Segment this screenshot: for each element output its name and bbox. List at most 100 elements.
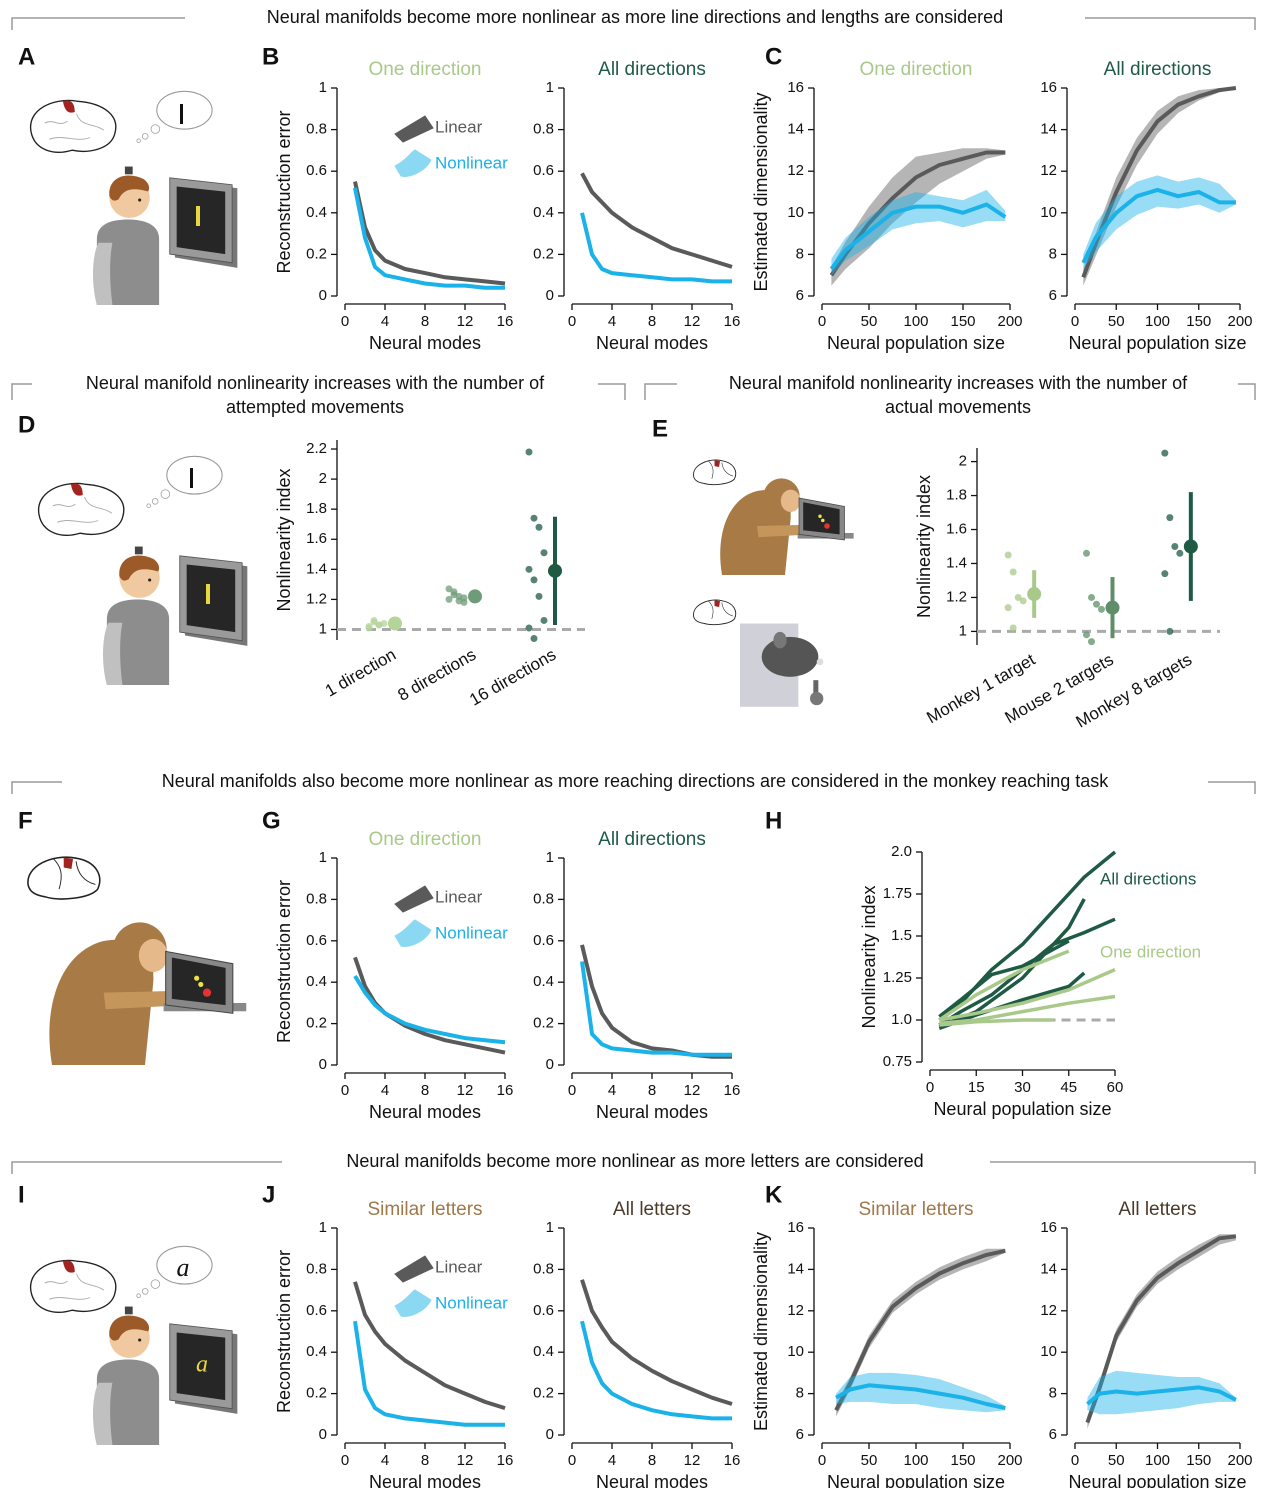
point [1171,543,1178,550]
x-tick-label: 8 [648,1452,656,1469]
x-axis-label: Neural modes [596,333,708,353]
thought-bubble [137,91,212,142]
annotation: One direction [1100,942,1201,961]
illustrations: a a [28,91,854,1445]
x-tick-label: 16 [724,1082,741,1099]
y-tick-label: 1 [319,849,327,866]
line [355,976,505,1042]
x-tick-label: 100 [1145,313,1170,330]
participant [103,547,169,685]
point [1083,550,1090,557]
chart-title: All letters [613,1199,691,1220]
y-tick-label: 0.8 [533,121,554,138]
x-tick-label: 0 [568,313,576,330]
point [1166,628,1173,635]
y-tick-label: 0 [319,287,327,304]
y-tick-label: 16 [787,79,804,96]
section-title: actual movements [885,397,1031,417]
point [536,524,543,531]
y-axis-label: Reconstruction error [274,110,294,273]
x-tick-label: 12 [684,1082,701,1099]
brain-icon [31,1260,116,1312]
y-tick-label: 10 [1040,204,1057,221]
y-tick-label: 2.0 [891,843,912,860]
y-tick-label: 1.5 [891,927,912,944]
y-axis-label: Reconstruction error [274,880,294,1043]
thought-bubble [147,456,222,507]
y-tick-label: 2 [959,453,967,470]
y-tick-label: 0 [319,1056,327,1073]
y-tick-label: 0.4 [306,204,327,221]
x-axis-label: Neural modes [596,1472,708,1488]
point [366,624,373,631]
point [541,617,548,624]
y-tick-label: 6 [1049,287,1057,304]
y-tick-label: 0.75 [883,1053,912,1070]
chart-title: All letters [1118,1199,1196,1220]
y-tick-label: 10 [787,1343,804,1360]
x-tick-label: 0 [341,313,349,330]
y-tick-label: 1.8 [306,500,327,517]
y-tick-label: 8 [796,1385,804,1402]
y-axis-label: Estimated dimensionality [751,92,771,291]
point [1020,597,1027,604]
y-tick-label: 14 [1040,121,1057,138]
chart-title: All directions [598,829,706,850]
y-tick-label: 1 [546,849,554,866]
y-tick-label: 8 [1049,1385,1057,1402]
y-tick-label: 12 [1040,1302,1057,1319]
point [376,621,383,628]
y-tick-label: 0.4 [533,973,554,990]
panel-label: B [262,43,279,70]
line [582,173,732,267]
panel-label: A [18,43,35,70]
point [1161,450,1168,457]
panel-label: K [765,1181,783,1208]
x-tick-label: 50 [861,1452,878,1469]
x-tick-label: 30 [1014,1079,1031,1096]
line-stimulus [206,584,210,604]
section-title: attempted movements [226,397,404,417]
y-axis-label: Nonlinearity index [914,475,934,618]
y-tick-label: 8 [796,245,804,262]
y-tick-label: 1.6 [306,530,327,547]
letter-stimulus: a [177,1253,190,1282]
y-tick-label: 10 [1040,1343,1057,1360]
y-tick-label: 0.2 [306,1015,327,1032]
chart-title: All directions [1104,59,1212,80]
thought-bubble [137,1246,212,1297]
section-title: Neural manifold nonlinearity increases w… [729,373,1188,393]
y-tick-label: 16 [1040,79,1057,96]
x-tick-label: 0 [341,1082,349,1099]
line-stimulus [196,206,200,226]
annotation: All directions [1100,869,1196,888]
y-tick-label: 0.4 [306,1343,327,1360]
y-tick-label: 16 [787,1219,804,1236]
x-tick-label: 4 [381,1452,389,1469]
y-axis-label: Nonlinearity index [274,468,294,611]
x-tick-label: 8 [648,313,656,330]
y-tick-label: 0.8 [306,1260,327,1277]
y-tick-label: 0.2 [306,245,327,262]
band [836,1373,1005,1412]
legend-label: Nonlinear [435,1293,508,1312]
x-tick-label: 50 [861,313,878,330]
y-tick-label: 1.4 [306,560,327,577]
x-tick-label: 16 directions [466,645,559,710]
x-tick-label: 4 [381,313,389,330]
y-tick-label: 6 [796,287,804,304]
x-tick-label: 12 [684,313,701,330]
x-tick-label: 8 directions [394,645,479,705]
point [1010,568,1017,575]
point [526,624,533,631]
chart: All letters6810121416050100150200Neural … [1040,1199,1252,1488]
x-tick-label: 8 [648,1082,656,1099]
x-tick-label: 8 [421,1452,429,1469]
y-tick-label: 14 [1040,1260,1057,1277]
x-tick-label: 4 [381,1082,389,1099]
chart: Similar letters00.20.40.60.810481216Neur… [274,1199,514,1488]
x-tick-label: 0 [341,1452,349,1469]
y-axis-label: Reconstruction error [274,1250,294,1413]
brain-icon [31,100,116,152]
